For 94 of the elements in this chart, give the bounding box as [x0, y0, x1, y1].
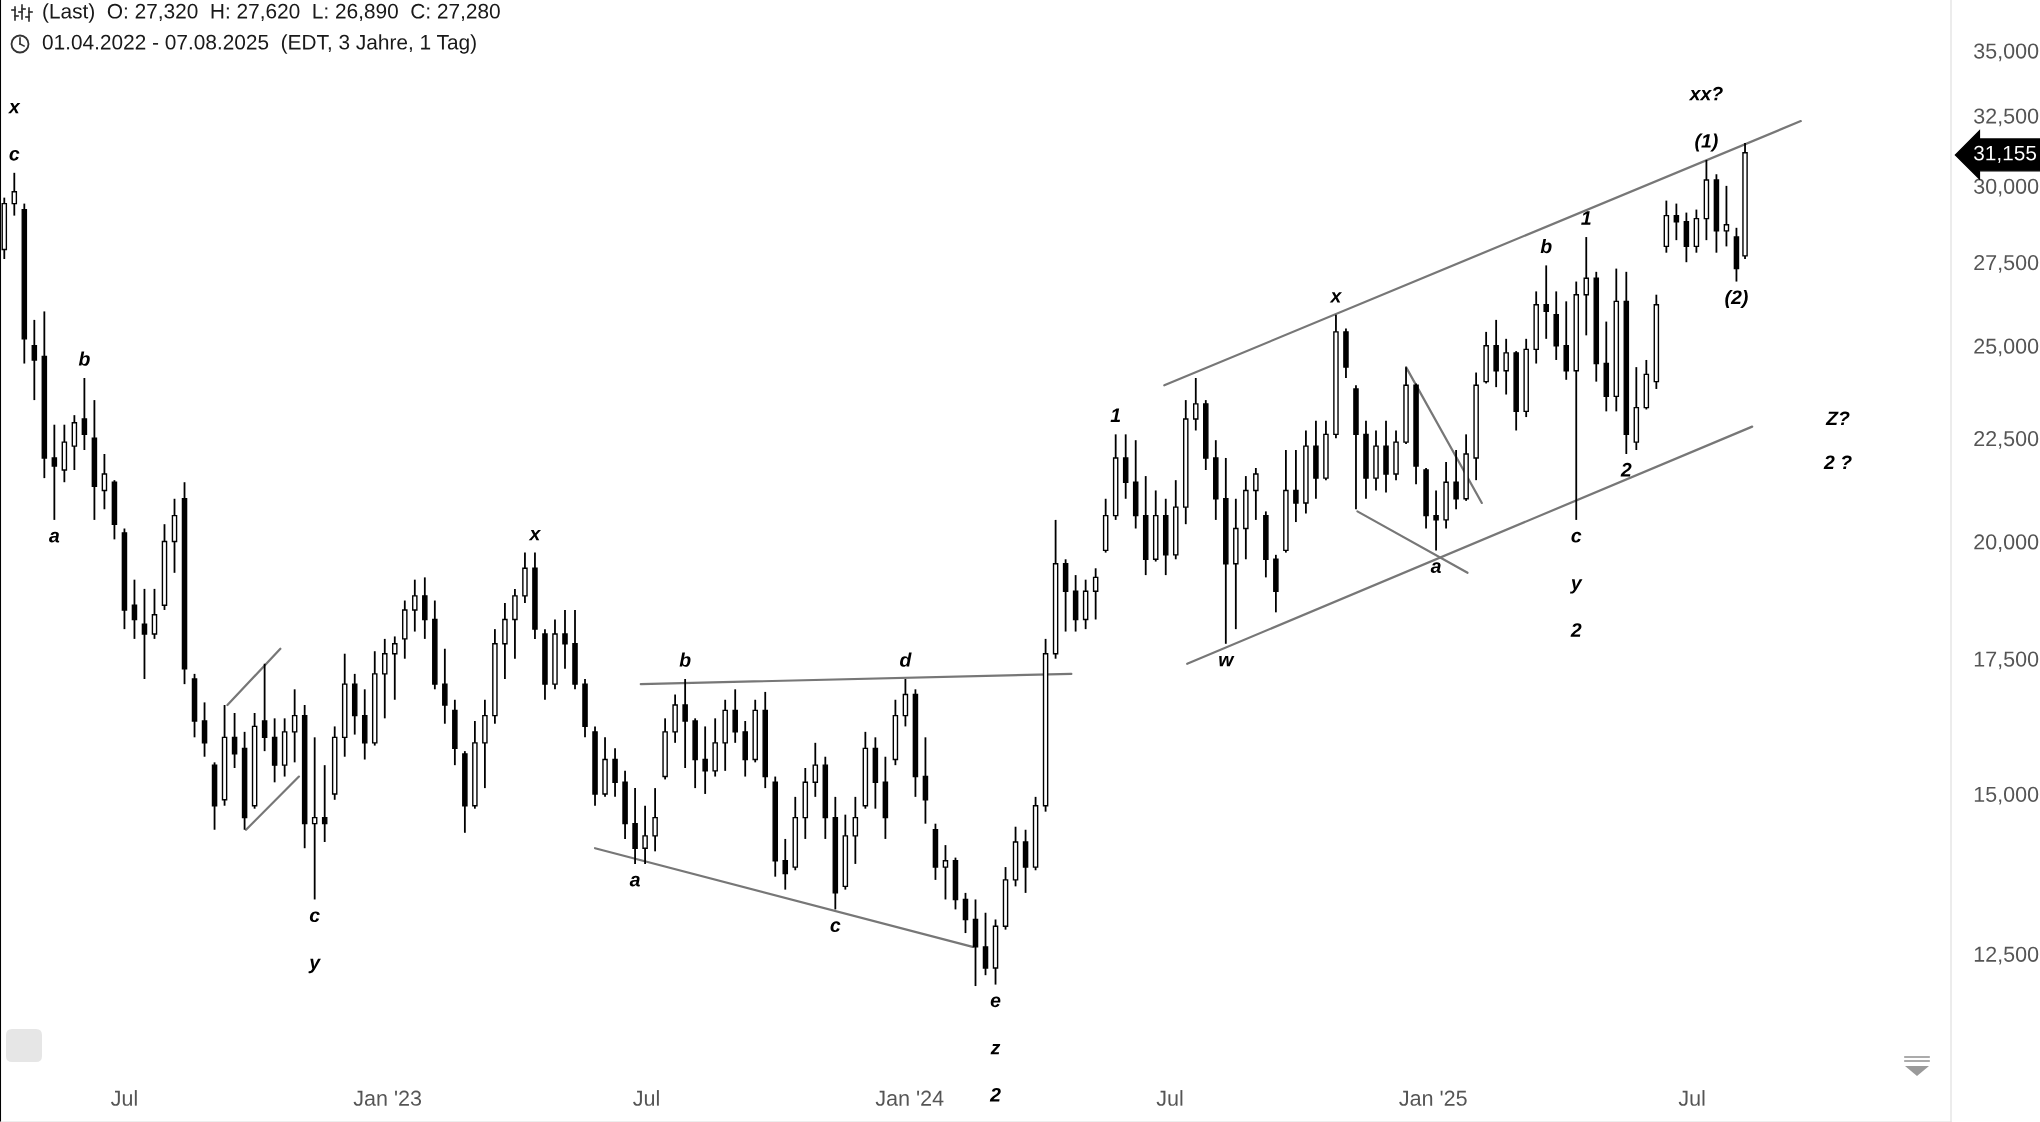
candlestick	[1723, 184, 1730, 248]
y-tick-label: 27,500	[1974, 254, 2039, 273]
annotation: d	[900, 652, 912, 667]
candlestick	[612, 747, 618, 798]
candlestick	[261, 662, 268, 753]
candlestick	[412, 578, 418, 633]
annotation: c	[830, 921, 841, 933]
annotation: a	[1430, 562, 1441, 573]
annotation: c	[1571, 531, 1582, 543]
text: 01.04.2022 - 07.08.2025 (EDT, 3 Jahre, 1 Tag)	[42, 34, 476, 54]
candlestick	[1253, 467, 1259, 521]
candlestick	[1193, 377, 1199, 432]
candlestick	[321, 764, 328, 843]
candlestick	[682, 678, 688, 769]
annotation: (2)	[1725, 289, 1748, 309]
candlestick	[101, 453, 108, 511]
candlestick	[1453, 449, 1459, 511]
candlestick	[1433, 489, 1439, 552]
y-tick-label: 32,500	[1974, 108, 2039, 127]
y-tick-label: 25,000	[1974, 338, 2039, 357]
y-tick-label: 15,000	[1974, 786, 2039, 805]
y-tick-label: 30,000	[1974, 178, 2039, 197]
candlestick	[702, 725, 708, 795]
annotation: c	[9, 149, 20, 161]
annotation: x	[528, 529, 542, 541]
candlestick	[151, 587, 158, 640]
candlestick	[71, 414, 78, 471]
candlestick	[31, 318, 38, 401]
y-tick-label: 12,500	[1974, 946, 2039, 965]
candlestick	[51, 423, 58, 521]
candlestick	[442, 647, 448, 725]
annotation: (1)	[1695, 133, 1718, 152]
annotation: a	[629, 875, 640, 887]
candlestick	[1543, 264, 1549, 340]
candlestick	[962, 891, 969, 934]
x-tick-label: Jul	[633, 1090, 659, 1106]
candlestick	[922, 736, 929, 825]
candlestick	[982, 911, 989, 977]
candlestick	[11, 171, 18, 217]
candlestick	[1293, 449, 1299, 523]
candlestick	[291, 688, 298, 764]
chart-title: (Last) O: 27,320 H: 27,620 L: 26,890 C: 27,280	[43, 3, 500, 23]
candlestick	[201, 701, 208, 758]
candlestick	[782, 838, 789, 891]
x-tick-label: Jan '25	[1399, 1090, 1467, 1106]
candlestick	[1092, 567, 1099, 621]
x-tick-label: Jul	[1156, 1090, 1183, 1106]
annotation: 2	[989, 1087, 1001, 1102]
candlestick	[1503, 337, 1509, 396]
y-tick-label: 17,500	[1974, 651, 2039, 670]
y-tick-label: 35,000	[1974, 43, 2039, 62]
annotation: y	[308, 958, 321, 974]
x-tick-label: Jul	[111, 1090, 137, 1106]
candlestick	[392, 635, 398, 701]
annotation: b	[78, 351, 90, 366]
candlestick	[141, 587, 148, 680]
annotation: y	[1570, 579, 1583, 594]
annotation: xx?	[1688, 86, 1723, 101]
annotation: 2	[1570, 623, 1582, 637]
candlestick	[422, 576, 428, 640]
annotation: c	[309, 911, 320, 923]
y-tick-label: 31,155	[1974, 145, 2037, 163]
annotation: 2	[1620, 462, 1632, 477]
annotation: 2 ?	[1823, 455, 1852, 470]
annotation: w	[1219, 655, 1235, 667]
candlestick	[652, 787, 658, 853]
annotation: b	[679, 652, 691, 667]
annotation: x	[8, 102, 21, 114]
x-tick-label: Jan '23	[353, 1090, 422, 1106]
candlestick	[512, 587, 518, 660]
annotation: a	[49, 531, 60, 543]
x-tick-label: Jul	[1678, 1090, 1705, 1106]
candlestick	[81, 377, 88, 451]
annotation: e	[990, 996, 1001, 1008]
candlestick	[1673, 202, 1680, 242]
annotation: 1	[1110, 408, 1121, 422]
y-tick-label: 22,500	[1974, 431, 2039, 449]
annotation: 1	[1581, 211, 1591, 225]
annotation: x	[1329, 292, 1343, 303]
candlestick	[381, 637, 388, 720]
y-tick-label: 20,000	[1974, 534, 2039, 553]
candlestick	[852, 795, 859, 865]
candlestick	[942, 844, 949, 901]
x-tick-label: Jan '24	[875, 1090, 944, 1106]
annotation: b	[1540, 238, 1552, 254]
candlestick	[642, 804, 648, 865]
candlestick	[1583, 236, 1590, 337]
annotation: Z?	[1825, 411, 1850, 426]
candlestick	[812, 741, 819, 798]
annotation: z	[990, 1043, 1001, 1055]
candlestick	[562, 609, 568, 670]
candlestick	[732, 688, 738, 744]
candlestick	[231, 712, 238, 769]
candlestick	[311, 736, 318, 901]
